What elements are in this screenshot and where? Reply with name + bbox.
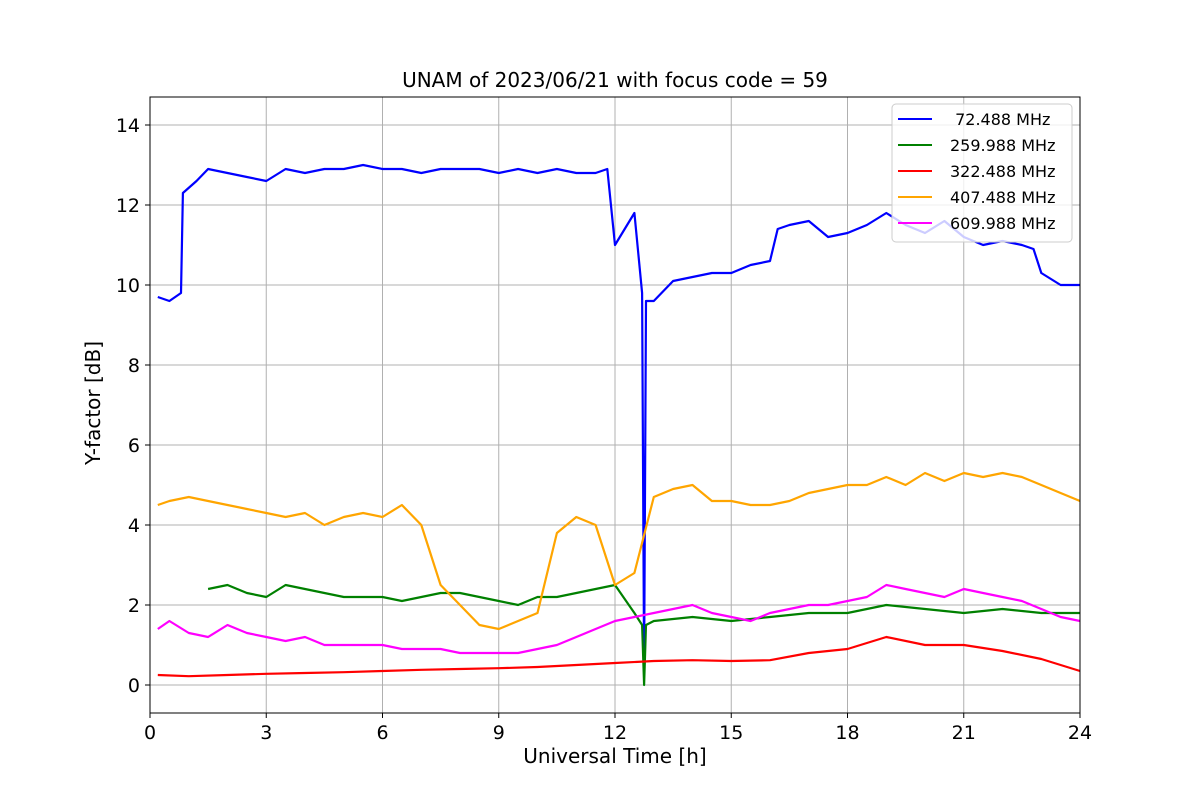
x-tick-label: 6 bbox=[376, 722, 388, 744]
legend-label: 72.488 MHz bbox=[950, 110, 1050, 129]
x-tick-label: 18 bbox=[835, 722, 859, 744]
x-tick-label: 24 bbox=[1068, 722, 1092, 744]
series-layer bbox=[157, 163, 1081, 687]
y-tick-label: 14 bbox=[116, 115, 140, 137]
legend: 72.488 MHz 259.988 MHz 322.488 MHz 407.488 … bbox=[891, 103, 1073, 243]
chart-title: UNAM of 2023/06/21 with focus code = 59 bbox=[402, 68, 828, 92]
legend-label: 609.988 MHz bbox=[950, 214, 1055, 233]
legend-label: 407.488 MHz bbox=[950, 188, 1055, 207]
x-tick-label: 0 bbox=[144, 722, 156, 744]
x-tick-label: 3 bbox=[260, 722, 272, 744]
x-tick-label: 9 bbox=[493, 722, 505, 744]
y-axis-label: Y-factor [dB] bbox=[81, 341, 105, 466]
x-tick-label: 21 bbox=[952, 722, 976, 744]
y-tick-label: 10 bbox=[116, 275, 140, 297]
y-tick-label: 8 bbox=[128, 355, 140, 377]
x-axis-label: Universal Time [h] bbox=[523, 744, 706, 768]
y-tick-label: 2 bbox=[128, 595, 140, 617]
legend-label: 259.988 MHz bbox=[950, 136, 1055, 155]
series-line-4 bbox=[157, 583, 1081, 655]
series-line-1 bbox=[207, 583, 1080, 687]
y-tick-label: 0 bbox=[128, 675, 140, 697]
legend-box bbox=[891, 103, 1073, 243]
x-tick-label: 15 bbox=[719, 722, 743, 744]
y-axis: 0 2 4 6 8 10 12 14 bbox=[116, 115, 150, 697]
y-tick-label: 12 bbox=[116, 195, 140, 217]
x-tick-label: 12 bbox=[603, 722, 627, 744]
y-tick-label: 4 bbox=[128, 515, 140, 537]
series-line-3 bbox=[157, 471, 1081, 631]
legend-label: 322.488 MHz bbox=[950, 162, 1055, 181]
y-tick-label: 6 bbox=[128, 435, 140, 457]
series-line-2 bbox=[157, 635, 1081, 678]
x-axis: 0 3 6 9 12 15 18 21 24 bbox=[144, 713, 1092, 744]
